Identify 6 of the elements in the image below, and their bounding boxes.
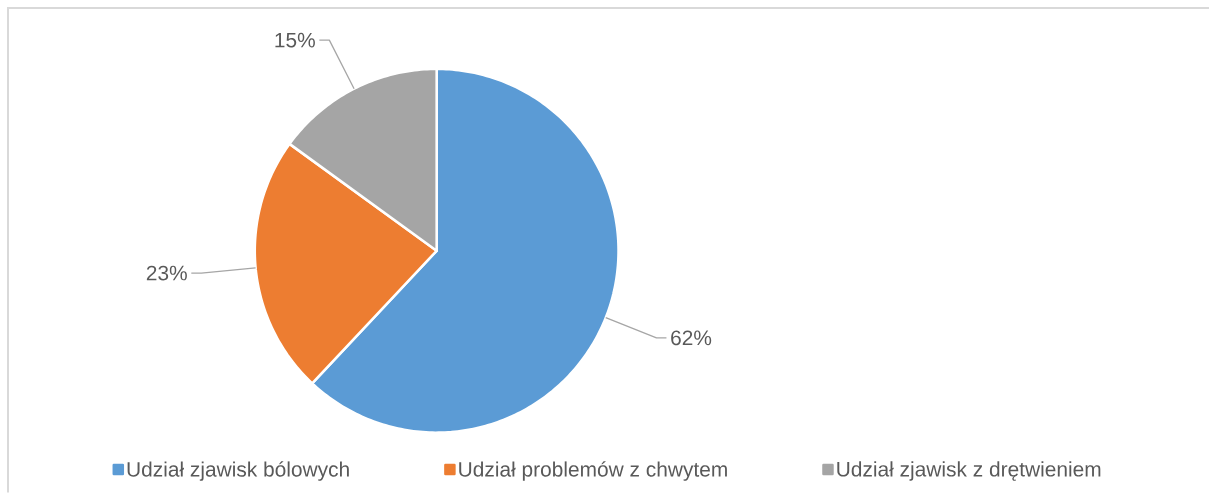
data-label: 23%	[146, 265, 187, 281]
legend-label: Udział zjawisk bólowych	[127, 461, 349, 482]
legend-label: Udział problemów z chwytem	[459, 461, 727, 482]
legend-label: Udział zjawisk z drętwieniem	[837, 461, 1101, 481]
data-label: 62%	[671, 330, 712, 346]
data-label: 15%	[275, 32, 315, 48]
